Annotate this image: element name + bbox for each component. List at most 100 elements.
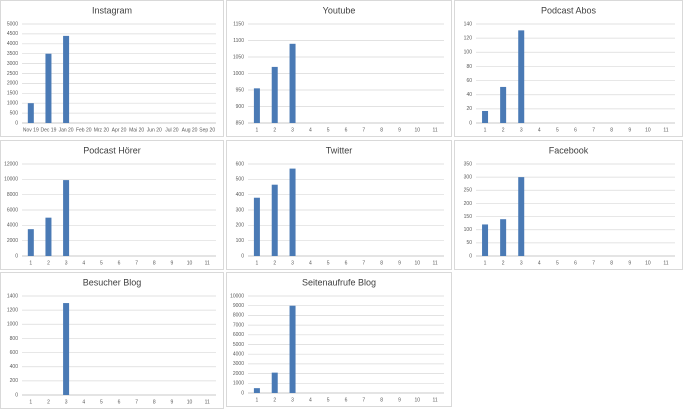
x-tick-label: 9: [628, 127, 631, 133]
x-tick-label: 7: [362, 260, 365, 266]
y-tick-label: 10000: [230, 293, 244, 299]
bar: [63, 180, 70, 256]
x-tick-label: 9: [398, 397, 401, 403]
y-tick-label: 10000: [4, 177, 18, 183]
x-tick-label: Mrz 20: [94, 127, 110, 133]
x-tick-label: 2: [273, 127, 276, 133]
y-tick-label: 200: [10, 378, 19, 384]
x-tick-label: 10: [645, 260, 651, 266]
y-tick-label: 1050: [233, 54, 244, 60]
x-tick-label: 11: [205, 260, 210, 266]
y-tick-label: 20: [466, 106, 472, 112]
chart-panel: Besucher Blog 0 200 400 600 800 1000 1200 1400 1 2…: [0, 272, 224, 409]
x-tick-label: 4: [309, 260, 312, 266]
x-tick-label: 8: [610, 260, 613, 266]
y-tick-label: 80: [466, 64, 472, 70]
x-tick-label: 8: [153, 399, 156, 405]
x-tick-label: 4: [538, 260, 541, 266]
y-tick-label: 1000: [233, 71, 244, 77]
y-tick-label: 6000: [233, 332, 244, 338]
panel-border: [454, 0, 683, 137]
bar: [253, 388, 260, 393]
y-tick-label: 0: [469, 120, 472, 126]
x-tick-label: 8: [610, 127, 613, 133]
y-tick-label: 50: [466, 240, 472, 246]
x-tick-label: 6: [345, 397, 348, 403]
y-tick-label: 2000: [7, 238, 18, 244]
y-tick-label: 300: [236, 207, 245, 213]
panel-border: [226, 0, 452, 137]
bar: [271, 184, 278, 256]
bar: [27, 229, 34, 256]
y-tick-label: 9000: [233, 303, 244, 309]
y-tick-label: 4000: [233, 352, 244, 358]
x-tick-label: 2: [47, 399, 50, 405]
y-tick-label: 12000: [4, 161, 18, 167]
bar: [45, 217, 52, 256]
x-tick-label: 8: [380, 127, 383, 133]
x-tick-label: 1: [256, 397, 259, 403]
x-tick-label: 8: [380, 397, 383, 403]
x-tick-label: 6: [574, 127, 577, 133]
y-tick-label: 400: [10, 364, 19, 370]
x-tick-label: 11: [432, 397, 437, 403]
y-tick-label: 600: [236, 161, 245, 167]
y-tick-label: 0: [15, 392, 18, 398]
y-tick-label: 140: [464, 21, 473, 27]
x-tick-label: 7: [362, 127, 365, 133]
x-tick-label: 5: [327, 397, 330, 403]
chart-title: Besucher Blog: [83, 277, 142, 287]
y-tick-label: 3000: [233, 361, 244, 367]
chart-panel: Instagram 0 500 1000 1500 2000 2500 3000 3500 400…: [0, 0, 224, 137]
y-tick-label: 4500: [7, 31, 18, 37]
bar: [27, 103, 34, 123]
y-tick-label: 1400: [7, 293, 18, 299]
y-tick-label: 850: [236, 120, 245, 126]
x-tick-label: 2: [502, 260, 505, 266]
x-tick-label: 9: [171, 399, 174, 405]
panel-border: [0, 272, 224, 409]
y-tick-label: 200: [236, 223, 245, 229]
x-tick-label: 9: [171, 260, 174, 266]
x-tick-label: 5: [556, 127, 559, 133]
y-tick-label: 100: [236, 238, 245, 244]
x-tick-label: 10: [187, 399, 193, 405]
bar: [518, 177, 525, 256]
y-tick-label: 350: [464, 161, 473, 167]
x-tick-label: 3: [291, 127, 294, 133]
chart-title: Twitter: [326, 145, 353, 155]
y-tick-label: 800: [10, 336, 19, 342]
y-tick-label: 500: [10, 110, 19, 116]
x-tick-label: 6: [118, 260, 121, 266]
y-tick-label: 4000: [7, 41, 18, 47]
x-tick-label: 11: [432, 127, 437, 133]
bar: [271, 66, 278, 123]
bar: [518, 30, 525, 123]
chart-title: Instagram: [92, 5, 132, 15]
chart-title: Facebook: [549, 145, 589, 155]
y-tick-label: 6000: [7, 207, 18, 213]
y-tick-label: 5000: [7, 21, 18, 27]
y-tick-label: 100: [464, 50, 473, 56]
x-tick-label: 10: [414, 260, 420, 266]
x-tick-label: 11: [663, 260, 668, 266]
x-tick-label: 5: [327, 260, 330, 266]
x-tick-label: 7: [592, 260, 595, 266]
x-tick-label: 10: [187, 260, 193, 266]
y-tick-label: 500: [236, 177, 245, 183]
y-tick-label: 200: [464, 201, 473, 207]
y-tick-label: 1200: [7, 307, 18, 313]
x-tick-label: 3: [520, 260, 523, 266]
x-tick-label: 9: [398, 127, 401, 133]
x-tick-label: Feb 20: [76, 127, 92, 133]
x-tick-label: 6: [345, 127, 348, 133]
chart-title: Podcast Abos: [541, 5, 597, 15]
x-tick-label: 1: [29, 260, 32, 266]
x-tick-label: 10: [645, 127, 651, 133]
x-tick-label: Jul 20: [165, 127, 179, 133]
y-tick-label: 120: [464, 35, 473, 41]
panel-border: [0, 140, 224, 270]
y-tick-label: 0: [15, 253, 18, 259]
y-tick-label: 7000: [233, 322, 244, 328]
panel-border: [0, 0, 224, 137]
